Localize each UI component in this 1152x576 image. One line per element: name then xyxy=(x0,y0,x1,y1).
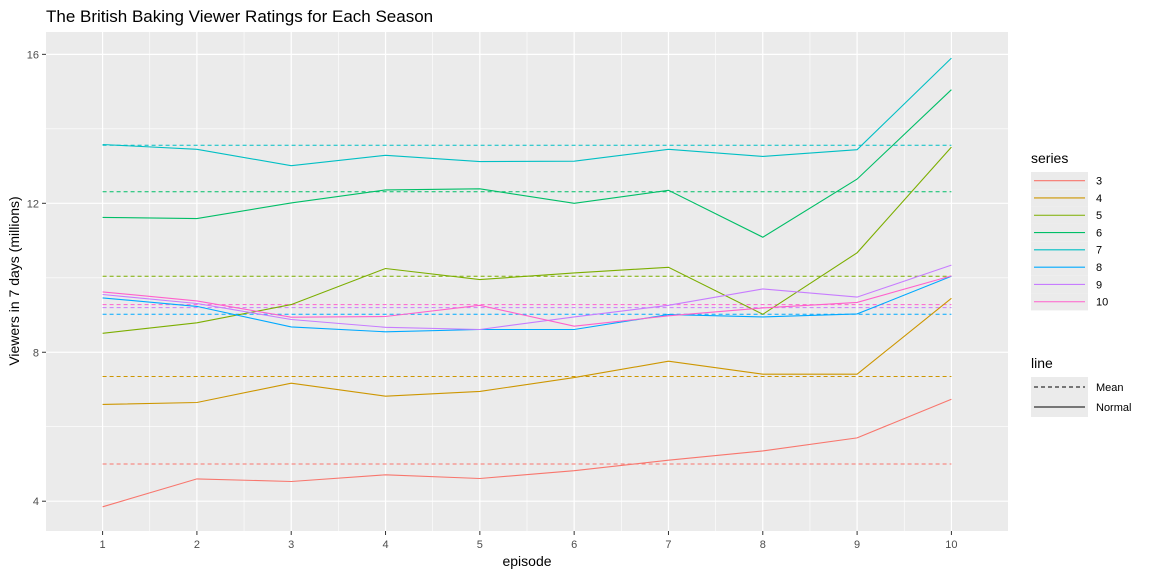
y-tick-label: 4 xyxy=(33,496,39,508)
chart-title: The British Baking Viewer Ratings for Ea… xyxy=(46,7,433,26)
legend-label-normal: Normal xyxy=(1096,402,1131,414)
legend-label-5: 5 xyxy=(1096,210,1102,222)
legend-key xyxy=(1031,377,1088,397)
series-line-9 xyxy=(102,264,952,331)
series-line-6 xyxy=(102,89,952,238)
legend-label-8: 8 xyxy=(1096,262,1102,274)
y-tick-label: 16 xyxy=(27,49,39,61)
x-tick-label: 3 xyxy=(288,539,294,551)
legend-label-4: 4 xyxy=(1096,193,1102,205)
x-tick-label: 4 xyxy=(382,539,388,551)
x-tick-label: 6 xyxy=(571,539,577,551)
y-axis-ticks: 4 8 12 16 xyxy=(27,49,46,508)
mean-lines xyxy=(102,144,952,465)
series-line-5 xyxy=(102,146,952,334)
x-tick-label: 1 xyxy=(100,539,106,551)
y-tick-label: 8 xyxy=(33,347,39,359)
x-tick-label: 5 xyxy=(477,539,483,551)
legend-label-3: 3 xyxy=(1096,176,1102,188)
x-tick-label: 8 xyxy=(760,539,766,551)
series-lines xyxy=(102,57,952,508)
series-line-3 xyxy=(102,398,952,508)
x-tick-label: 7 xyxy=(665,539,671,551)
x-tick-label: 2 xyxy=(194,539,200,551)
series-line-8 xyxy=(102,275,952,333)
legend-label-6: 6 xyxy=(1096,227,1102,239)
legend-line-type: line Mean Normal xyxy=(1031,355,1131,417)
grid-lines xyxy=(46,32,1008,531)
x-tick-label: 9 xyxy=(854,539,860,551)
legend-label-7: 7 xyxy=(1096,245,1102,257)
legend-series-title: series xyxy=(1031,150,1068,166)
x-axis-title: episode xyxy=(502,553,551,569)
x-axis-ticks: 1 2 3 4 5 6 7 8 9 10 xyxy=(100,531,958,551)
y-axis-title: Viewers in 7 days (millions) xyxy=(6,196,22,365)
series-line-4 xyxy=(102,297,952,405)
y-tick-label: 12 xyxy=(27,198,39,210)
legend-label-mean: Mean xyxy=(1096,382,1124,394)
series-line-7 xyxy=(102,57,952,167)
series-line-10 xyxy=(102,275,952,327)
x-tick-label: 10 xyxy=(945,539,957,551)
legend-label-10: 10 xyxy=(1096,297,1108,309)
legend-label-9: 9 xyxy=(1096,279,1102,291)
legend-series: series 3 4 5 6 7 8 9 10 xyxy=(1031,150,1108,311)
legend-line-title: line xyxy=(1031,355,1053,371)
